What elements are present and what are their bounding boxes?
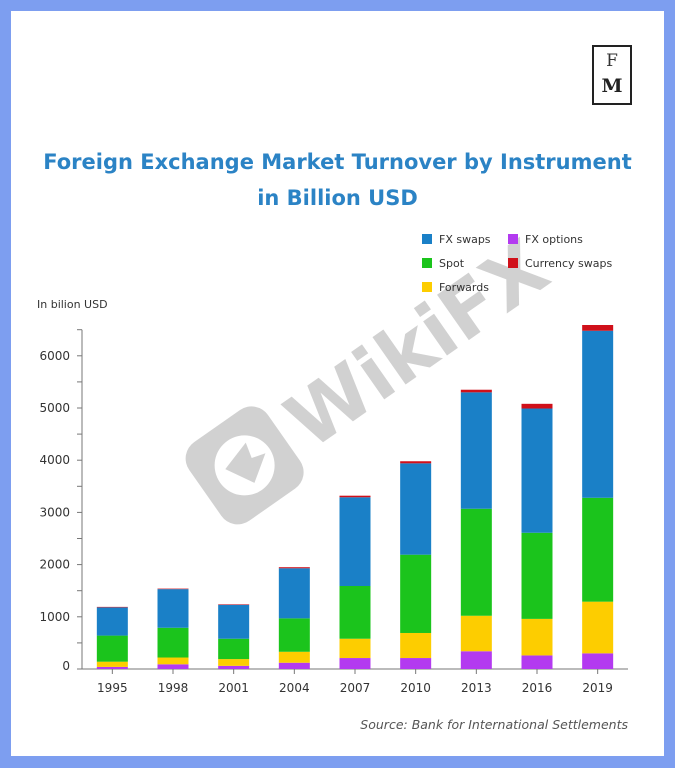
chart-title-line2: in Billion USD <box>257 186 418 210</box>
fm-logo: F M <box>592 45 632 105</box>
bar-spot-2001 <box>218 638 250 660</box>
logo-letter-m: M <box>601 75 623 97</box>
bar-forwards-2010 <box>400 632 432 659</box>
bar-forwards-2001 <box>218 659 250 666</box>
watermark-text: WikiFX <box>270 223 564 466</box>
bar-fx-swaps-2019 <box>582 330 614 498</box>
x-tick-label: 2013 <box>461 681 492 695</box>
source-note: Source: Bank for International Settlemen… <box>360 717 628 732</box>
bar-currency-swaps-2007 <box>339 495 371 498</box>
legend-label-spot: Spot <box>439 257 465 270</box>
legend-label-fx-options: FX options <box>525 233 583 246</box>
x-tick-label: 2019 <box>582 681 613 695</box>
legend-swatch-spot <box>422 258 432 268</box>
bar-currency-swaps-2016 <box>521 403 553 409</box>
y-tick-label: 3000 <box>39 505 70 519</box>
legend-label-fx-swaps: FX swaps <box>439 233 491 246</box>
logo-letter-f: F <box>606 51 618 71</box>
bar-spot-1998 <box>157 627 189 658</box>
bar-fx-options-2013 <box>460 651 492 669</box>
bar-fx-swaps-1998 <box>157 589 189 628</box>
bar-forwards-2007 <box>339 638 371 659</box>
bar-forwards-2016 <box>521 618 553 656</box>
x-tick-label: 2016 <box>522 681 553 695</box>
bar-currency-swaps-2019 <box>582 325 614 331</box>
bar-fx-options-2004 <box>278 662 310 669</box>
watermark-eagle-icon <box>214 435 275 496</box>
bar-fx-options-2019 <box>582 653 614 669</box>
bar-fx-swaps-2016 <box>521 408 553 533</box>
legend-label-currency-swaps: Currency swaps <box>525 257 613 270</box>
bar-spot-2007 <box>339 586 371 639</box>
chart-title-line1: Foreign Exchange Market Turnover by Inst… <box>43 150 632 174</box>
bar-fx-options-1998 <box>157 664 189 669</box>
bar-fx-options-1995 <box>96 666 128 669</box>
bar-currency-swaps-1998 <box>157 588 189 590</box>
bar-currency-swaps-2001 <box>218 604 250 605</box>
bar-spot-2016 <box>521 532 553 619</box>
y-tick-label: 5000 <box>39 401 70 415</box>
y-tick-label: 6000 <box>39 349 70 363</box>
y-tick-label: 0 <box>62 659 70 673</box>
x-tick-label: 2010 <box>400 681 431 695</box>
bar-spot-2019 <box>582 497 614 602</box>
bar-fx-options-2007 <box>339 658 371 669</box>
y-tick-label: 2000 <box>39 558 70 572</box>
y-tick-label: 4000 <box>39 453 70 467</box>
x-tick-label: 2004 <box>279 681 310 695</box>
bar-spot-1995 <box>96 635 128 662</box>
bar-fx-swaps-2004 <box>278 568 310 619</box>
legend-swatch-currency-swaps <box>508 258 518 268</box>
bar-fx-options-2001 <box>218 665 250 669</box>
bar-spot-2004 <box>278 618 310 652</box>
y-tick-label: 1000 <box>39 610 70 624</box>
bar-fx-swaps-2007 <box>339 497 371 587</box>
bar-forwards-1998 <box>157 657 189 665</box>
legend-swatch-forwards <box>422 282 432 292</box>
bar-spot-2013 <box>460 508 492 616</box>
watermark-beak-icon <box>225 442 266 483</box>
bar-fx-options-2010 <box>400 658 432 669</box>
x-tick-label: 2001 <box>218 681 249 695</box>
bar-forwards-2004 <box>278 651 310 663</box>
bar-currency-swaps-1995 <box>96 606 128 608</box>
bar-spot-2010 <box>400 554 432 633</box>
x-tick-label: 1998 <box>158 681 189 695</box>
bar-fx-swaps-2001 <box>218 604 250 639</box>
bar-fx-options-2016 <box>521 655 553 669</box>
bar-fx-swaps-1995 <box>96 607 128 636</box>
bar-currency-swaps-2010 <box>400 461 432 464</box>
x-tick-label: 2007 <box>340 681 371 695</box>
legend-swatch-fx-options <box>508 234 518 244</box>
bar-currency-swaps-2013 <box>460 389 492 393</box>
bar-forwards-1995 <box>96 661 128 667</box>
legend-label-forwards: Forwards <box>439 281 489 294</box>
bar-currency-swaps-2004 <box>278 567 310 569</box>
legend-swatch-fx-swaps <box>422 234 432 244</box>
bar-fx-swaps-2013 <box>460 392 492 509</box>
watermark-badge <box>185 406 304 525</box>
bar-fx-swaps-2010 <box>400 463 432 555</box>
bar-forwards-2019 <box>582 601 614 654</box>
watermark: WikiFX <box>185 223 564 525</box>
y-axis-label: In bilion USD <box>37 298 108 311</box>
bar-forwards-2013 <box>460 615 492 652</box>
x-tick-label: 1995 <box>97 681 128 695</box>
